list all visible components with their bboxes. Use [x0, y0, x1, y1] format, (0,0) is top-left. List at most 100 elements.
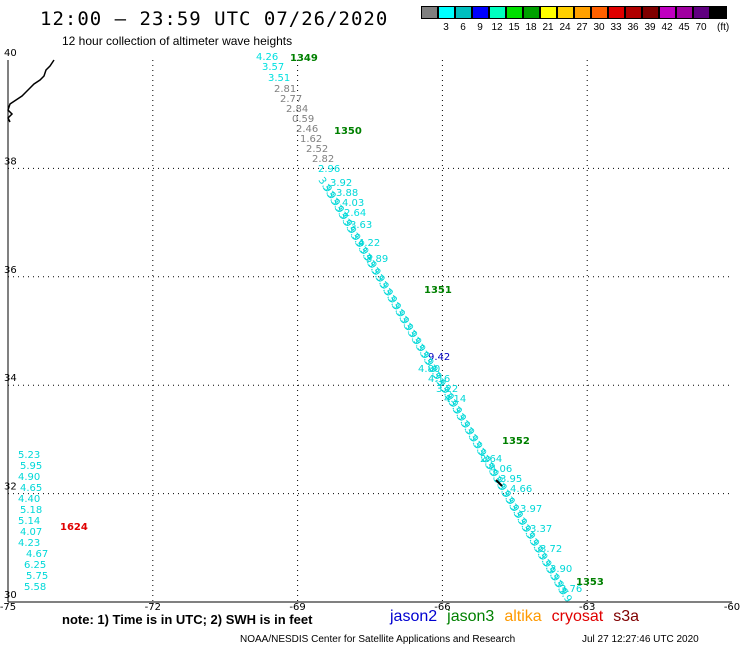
legend-label: 33: [610, 22, 622, 33]
left-swh-value: 4.07: [20, 527, 42, 538]
note-text: note: 1) Time is in UTC; 2) SWH is in fe…: [62, 612, 313, 627]
legend-swatch: [574, 6, 591, 19]
legend-label: 36: [627, 22, 639, 33]
left-swh-value: 4.67: [26, 549, 48, 560]
legend-swatch: [693, 6, 710, 19]
swh-value: 3.92: [330, 178, 352, 189]
legend-swatch: [540, 6, 557, 19]
legend-swatch: [608, 6, 625, 19]
satellite-jason3: jason3: [447, 608, 495, 625]
swh-value: 3.95: [500, 474, 522, 485]
swh-value: 3.22: [436, 384, 458, 395]
swh-value: 2.96: [318, 164, 340, 175]
orbit-marker: 1349: [290, 53, 318, 64]
y-tick-label: 36: [4, 265, 17, 276]
track-segment: [495, 479, 503, 487]
legend-label: 24: [559, 22, 571, 33]
left-swh-value: 5.14: [18, 516, 40, 527]
legend-swatch: [472, 6, 489, 19]
orbit-marker: 1352: [502, 436, 530, 447]
legend-swatch: [625, 6, 642, 19]
legend-swatch: [591, 6, 608, 19]
legend-swatch: [557, 6, 574, 19]
swh-value: 3.90: [550, 564, 572, 575]
legend-label: 18: [525, 22, 537, 33]
timestamp-text: Jul 27 12:27:46 UTC 2020: [582, 634, 699, 645]
y-tick-label: 38: [4, 156, 17, 167]
legend-label: 9: [477, 22, 483, 33]
swh-value: 4.80: [418, 364, 440, 375]
swh-value: 3.63: [350, 220, 372, 231]
swh-value: 4.66: [510, 484, 532, 495]
swh-value: 4.22: [358, 238, 380, 249]
y-tick-label: 30: [4, 590, 17, 601]
legend-labels: 3 6 9 12 15 18 21 24 27 30 33 36 39 42 45 70: [421, 22, 740, 34]
legend-swatch: [506, 6, 523, 19]
legend-swatch: [659, 6, 676, 19]
x-tick-label: -72: [145, 602, 161, 613]
swh-value: 3.89: [366, 254, 388, 265]
swh-value: 2.84: [286, 104, 308, 115]
legend-label: 6: [460, 22, 466, 33]
orbit-marker: 1624: [60, 522, 88, 533]
swh-value: 1.62: [300, 134, 322, 145]
legend-swatch: [455, 6, 472, 19]
legend-swatch: [489, 6, 506, 19]
left-swh-value: 5.18: [20, 505, 42, 516]
legend-label: 3: [443, 22, 449, 33]
left-swh-value: 4.23: [18, 538, 40, 549]
swh-value: 4.26: [256, 52, 278, 63]
legend-swatch: [710, 6, 727, 19]
legend-unit: (ft): [717, 22, 730, 33]
legend-label: 15: [508, 22, 520, 33]
satellite-legend: jason2 jason3 altika cryosat s3a: [390, 608, 649, 626]
orbit-marker: 1353: [576, 577, 604, 588]
swh-value: 2.52: [306, 144, 328, 155]
satellite-jason2: jason2: [390, 608, 438, 625]
swh-value: 3.97: [520, 504, 542, 515]
coastline: [7, 59, 55, 123]
swh-value: 3.72: [540, 544, 562, 555]
left-swh-value: 5.23: [18, 450, 40, 461]
swh-value: 3.57: [262, 62, 284, 73]
swh-value: 3.37: [530, 524, 552, 535]
x-tick-label: -63: [579, 602, 595, 613]
legend-swatch: [676, 6, 693, 19]
swh-value: 3.51: [268, 73, 290, 84]
left-swh-value: 4.40: [18, 494, 40, 505]
swh-value: 3.76: [560, 584, 582, 595]
y-tick-label: 32: [4, 482, 17, 493]
swh-value: 3.88: [336, 188, 358, 199]
map-subtitle: 12 hour collection of altimeter wave hei…: [62, 34, 293, 48]
legend-swatch: [438, 6, 455, 19]
legend-label: 30: [593, 22, 605, 33]
swh-value: 0.59: [292, 114, 314, 125]
left-swh-value: 5.75: [26, 571, 48, 582]
left-swh-value: 6.25: [24, 560, 46, 571]
swh-value: 9.42: [428, 352, 450, 363]
swh-value: 2.82: [312, 154, 334, 165]
legend-label: 70: [695, 22, 707, 33]
left-swh-value: 5.58: [24, 582, 46, 593]
credit-text: NOAA/NESDIS Center for Satellite Applica…: [240, 634, 516, 645]
left-swh-value: 4.65: [20, 483, 42, 494]
orbit-marker: 1351: [424, 285, 452, 296]
legend-label: 21: [542, 22, 554, 33]
legend-swatch: [421, 6, 438, 19]
swh-value: 4.16: [428, 374, 450, 385]
swh-value: 4.14: [444, 394, 466, 405]
satellite-cryosat: cryosat: [551, 608, 604, 625]
swh-value: 4.06: [490, 464, 512, 475]
legend-label: 12: [491, 22, 503, 33]
left-swh-value: 4.90: [18, 472, 40, 483]
legend-swatch: [523, 6, 540, 19]
x-tick-label: -60: [724, 602, 740, 613]
left-swh-value: 5.95: [20, 461, 42, 472]
map-title: 12:00 – 23:59 UTC 07/26/2020: [40, 8, 389, 30]
x-tick-label: -66: [434, 602, 450, 613]
orbit-marker: 1350: [334, 126, 362, 137]
y-tick-label: 40: [4, 48, 17, 59]
x-tick-label: -69: [289, 602, 305, 613]
